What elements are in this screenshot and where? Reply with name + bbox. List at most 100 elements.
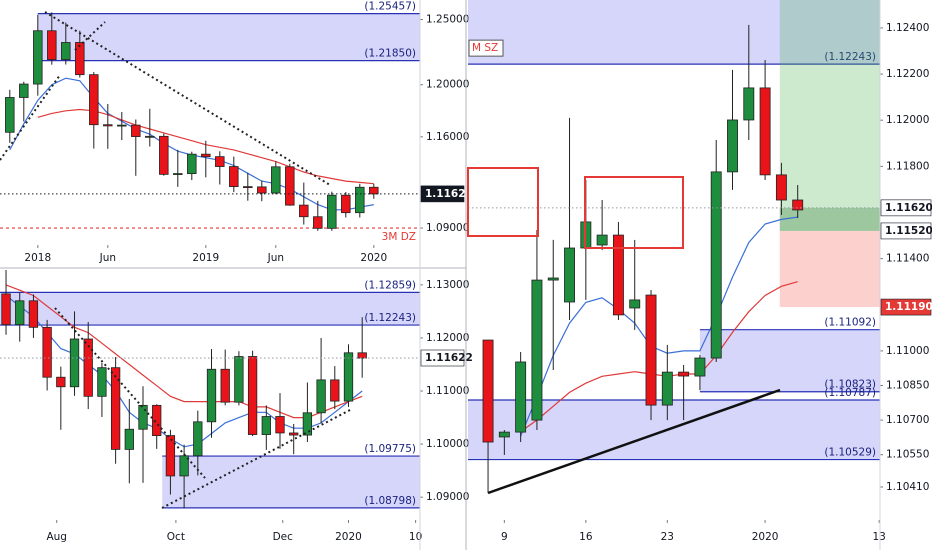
x-tick-label: 13 xyxy=(872,531,885,543)
candle-body xyxy=(343,352,354,402)
candle-body xyxy=(275,416,285,434)
zone-label: (1.11092) xyxy=(824,317,876,329)
candle-body xyxy=(173,173,183,175)
zone xyxy=(0,292,420,326)
candle-body xyxy=(316,379,326,414)
zone-label: (1.09775) xyxy=(364,443,416,455)
candle-body xyxy=(247,356,258,435)
candle-body xyxy=(103,124,113,127)
x-tick-label: 16 xyxy=(579,531,593,543)
x-tick-label: 2018 xyxy=(24,252,51,264)
candle-body xyxy=(547,277,559,281)
candle-body xyxy=(727,119,738,173)
candle-body xyxy=(645,294,657,406)
candle-body xyxy=(743,87,755,121)
candle-body xyxy=(302,412,313,436)
y-tick-label: 1.12400 xyxy=(886,22,929,34)
zone xyxy=(468,0,880,65)
candle-body xyxy=(215,156,225,167)
candle-body xyxy=(165,435,176,477)
candle-body xyxy=(299,204,309,218)
candle-body xyxy=(234,356,244,403)
candle-body xyxy=(759,87,771,176)
price-tag-box xyxy=(880,199,932,217)
zone-label: (1.10823) xyxy=(824,379,876,391)
price-axis: 1.25000 1.20000 1.16000 1.09000 1.11622 xyxy=(420,14,473,234)
candle-body xyxy=(257,186,267,194)
price-tag: 1.11620 xyxy=(885,202,932,214)
y-tick-label: 1.10000 xyxy=(426,438,469,450)
candle-body xyxy=(110,367,121,450)
annotation-box xyxy=(467,167,539,237)
zone xyxy=(699,329,880,392)
candle-body xyxy=(355,186,365,214)
x-tick-label: Oct xyxy=(167,531,185,543)
y-tick-label: 1.09000 xyxy=(426,491,469,503)
candle-body xyxy=(5,97,15,133)
candle-body xyxy=(220,368,230,403)
candle-body xyxy=(289,432,299,436)
moving-average xyxy=(520,281,798,433)
candle-body xyxy=(193,421,203,457)
candle-body xyxy=(482,339,494,443)
y-tick-label: 1.12200 xyxy=(886,68,929,80)
zone-label: (1.10529) xyxy=(824,447,876,459)
price-tag-box xyxy=(420,185,465,203)
price-tag-box xyxy=(420,349,465,367)
trendline xyxy=(74,21,106,51)
drawings xyxy=(0,11,781,509)
zone xyxy=(468,400,880,460)
price-tag-box xyxy=(880,298,932,316)
candle-body xyxy=(515,361,527,433)
position-stop xyxy=(779,230,880,308)
candle-body xyxy=(47,30,57,60)
candle-body xyxy=(341,194,351,214)
trendline xyxy=(0,74,61,161)
candle-body xyxy=(710,171,722,359)
candle-body xyxy=(612,234,624,316)
zone-label: (1.12243) xyxy=(364,312,416,324)
x-tick-label: 2020 xyxy=(335,531,362,543)
candle-body xyxy=(75,42,85,76)
y-tick-label: 1.25000 xyxy=(426,14,469,26)
plot-area: (1.12243) M SZ (1.11092) (1.10823)(1.10787)… xyxy=(468,0,880,494)
candle-body xyxy=(138,404,148,430)
y-tick-label: 1.12000 xyxy=(886,114,929,126)
price-tag-box xyxy=(880,222,932,240)
price-tag: 1.11622 xyxy=(425,188,473,200)
zone-tag-box xyxy=(468,39,504,57)
candle-body xyxy=(83,338,93,397)
y-tick-label: 1.12000 xyxy=(426,332,469,344)
zone xyxy=(162,456,420,508)
zone-label: (1.12859) xyxy=(364,279,416,291)
price-tag: 1.11190 xyxy=(885,301,932,313)
candle-body xyxy=(357,352,367,359)
x-tick-label: 23 xyxy=(661,531,674,543)
candle-body xyxy=(15,300,25,326)
y-tick-label: 1.10550 xyxy=(886,449,929,461)
y-tick-label: 1.09000 xyxy=(426,222,469,234)
candle-body xyxy=(201,153,211,158)
trendline xyxy=(487,388,781,495)
price-tag: 1.11520 xyxy=(885,225,932,237)
candle-body xyxy=(159,135,169,175)
trendline xyxy=(44,11,331,186)
price-tag: 1.11622 xyxy=(425,352,473,364)
candle-body xyxy=(694,357,706,377)
candle-body xyxy=(56,376,66,388)
x-tick-label: Dec xyxy=(273,531,294,543)
candle-body xyxy=(661,371,673,406)
y-tick-label: 1.11400 xyxy=(886,253,929,265)
candle-body xyxy=(285,166,295,206)
trendline xyxy=(161,409,351,509)
y-tick-label: 1.11000 xyxy=(886,345,929,357)
x-tick-label: Jun xyxy=(267,252,284,264)
y-tick-label: 1.20000 xyxy=(426,79,469,91)
zone-label: (1.08798) xyxy=(364,495,416,507)
zone xyxy=(37,13,420,61)
y-tick-label: 1.10850 xyxy=(886,380,929,392)
price-axis: 1.13000 1.12000 1.11000 1.10000 1.09000 1.116… xyxy=(420,279,473,503)
candle-body xyxy=(28,300,39,328)
